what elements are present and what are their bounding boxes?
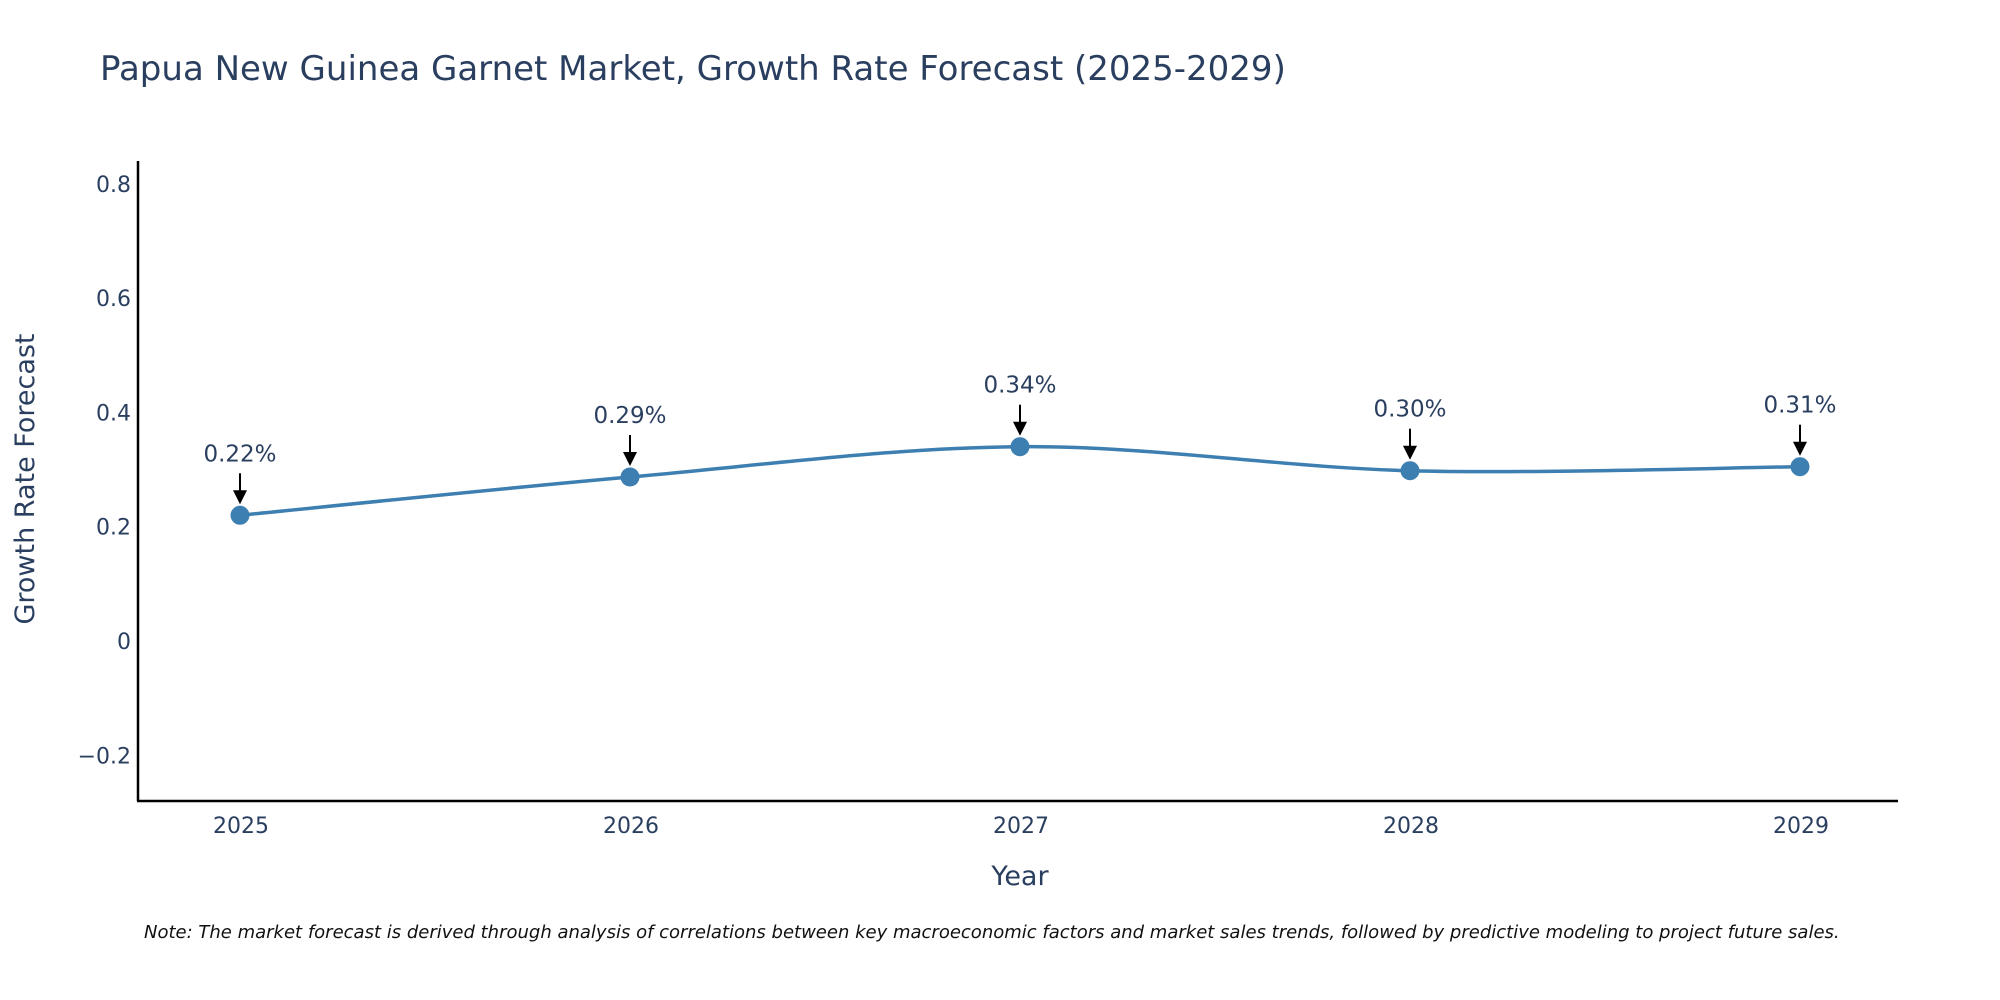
data-point-2029 (1790, 457, 1810, 477)
data-label-2026: 0.29% (593, 403, 666, 429)
data-point-2026 (620, 467, 640, 487)
y-tick-label: 0.6 (96, 287, 131, 312)
y-tick-label: 0.4 (96, 401, 131, 426)
series-line (239, 444, 1801, 518)
y-axis-ticks: −0.2 0 0.2 0.4 0.6 0.8 (78, 173, 131, 769)
x-axis-title: Year (990, 861, 1049, 892)
data-annotations: 0.22% 0.29% 0.34% 0.30% 0.31% (203, 373, 1837, 505)
x-tick-label: 2026 (603, 814, 659, 839)
x-axis-ticks: 2025 2026 2027 2028 2029 (213, 814, 1829, 839)
series-markers (230, 437, 1810, 525)
y-tick-label: 0.2 (96, 516, 131, 541)
x-tick-label: 2027 (993, 814, 1049, 839)
data-point-2027 (1010, 437, 1030, 457)
x-tick-label: 2029 (1773, 814, 1829, 839)
data-label-2025: 0.22% (203, 441, 276, 467)
x-tick-label: 2028 (1383, 814, 1439, 839)
y-axis-title: Growth Rate Forecast (10, 333, 41, 624)
annotation-arrowhead (233, 490, 247, 505)
data-point-2028 (1400, 461, 1420, 481)
annotation-arrowhead (1013, 421, 1027, 436)
annotation-arrowhead (623, 452, 637, 466)
y-tick-label: 0.8 (96, 173, 131, 198)
chart-title: Papua New Guinea Garnet Market, Growth R… (100, 49, 1286, 89)
data-label-2029: 0.31% (1763, 393, 1836, 419)
data-point-2025 (230, 505, 250, 525)
footnote: Note: The market forecast is derived thr… (144, 922, 1840, 943)
y-tick-label: −0.2 (78, 744, 131, 769)
data-label-2027: 0.34% (983, 373, 1056, 399)
x-tick-label: 2025 (213, 814, 269, 839)
y-tick-label: 0 (117, 630, 131, 655)
data-label-2028: 0.30% (1373, 397, 1446, 423)
annotation-arrowhead (1793, 441, 1807, 456)
annotation-arrowhead (1403, 445, 1417, 460)
